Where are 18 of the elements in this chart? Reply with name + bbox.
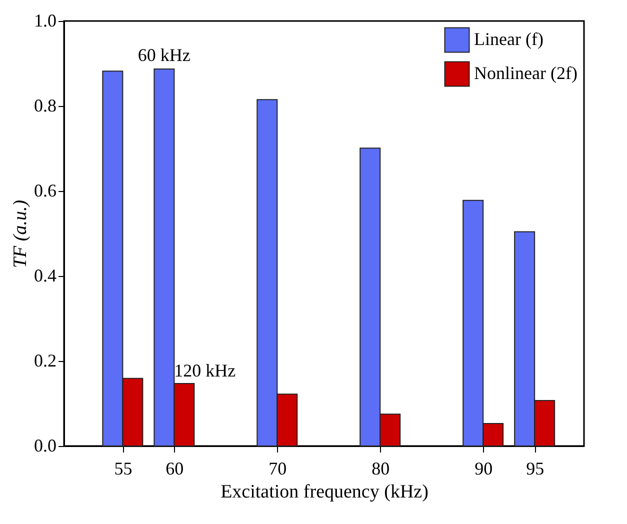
annotation: 60 kHz xyxy=(138,44,190,65)
legend-label: Linear (f) xyxy=(474,29,544,49)
y-tick-label: 1.0 xyxy=(34,10,56,30)
x-tick-label: 80 xyxy=(372,458,390,478)
legend-label: Nonlinear (2f) xyxy=(474,63,578,83)
y-tick-label: 0.8 xyxy=(34,96,56,116)
x-tick-label: 55 xyxy=(114,458,132,478)
y-tick-label: 0.4 xyxy=(34,266,56,286)
y-tick-label: 0.0 xyxy=(34,436,56,456)
x-tick-label: 70 xyxy=(268,458,287,478)
y-tick-label: 0.2 xyxy=(34,350,56,370)
y-tick-label: 0.6 xyxy=(34,180,56,200)
x-tick-label: 60 xyxy=(166,458,184,478)
x-axis-title: Excitation frequency (kHz) xyxy=(220,482,428,502)
annotation: 120 kHz xyxy=(174,360,236,381)
y-axis-title: TF (a.u.) xyxy=(10,200,31,268)
x-tick-label: 90 xyxy=(474,458,493,478)
x-tick-label: 95 xyxy=(526,458,544,478)
